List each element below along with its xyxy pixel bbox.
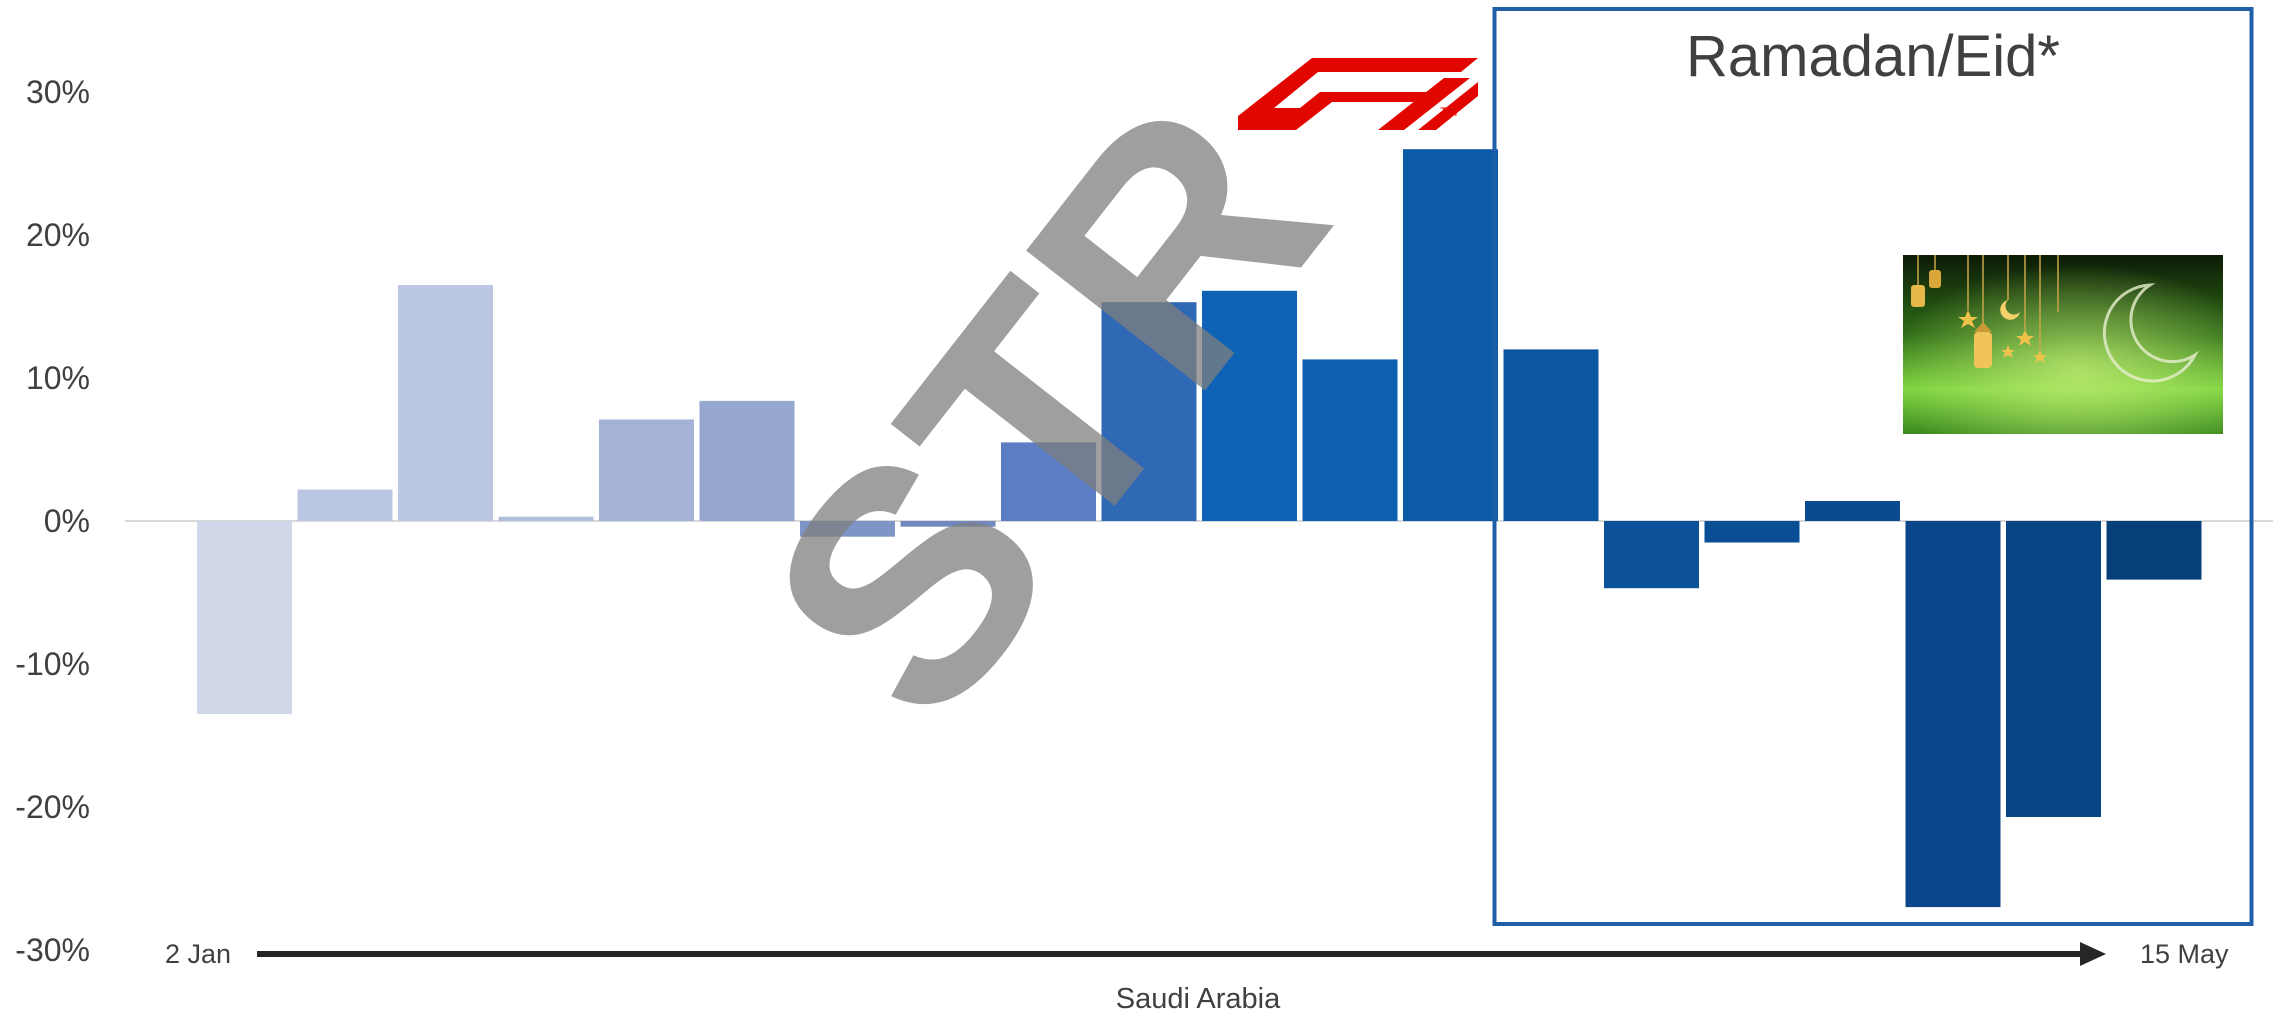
y-axis-ticks: 30% 20% 10% 0% -10% -20% -30% (15, 74, 90, 968)
bar (699, 400, 795, 521)
bar-series (197, 149, 2202, 908)
svg-text:TM: TM (1440, 105, 1457, 119)
bar (1202, 290, 1297, 521)
bar (800, 521, 895, 537)
ramadan-lantern-image (1903, 255, 2223, 434)
bar (1001, 442, 1096, 521)
bar (1805, 501, 1900, 521)
time-arrow (257, 942, 2106, 966)
bar (599, 419, 694, 521)
y-tick-label: -10% (15, 646, 90, 682)
bar (197, 521, 292, 714)
bar (1604, 521, 1699, 589)
bar (900, 521, 996, 527)
bar (1101, 302, 1197, 521)
y-tick-label: -20% (15, 789, 90, 825)
bar (398, 285, 493, 521)
bar (2106, 521, 2202, 580)
bar (1704, 521, 1800, 543)
y-tick-label: -30% (15, 932, 90, 968)
bar (2006, 521, 2101, 817)
bar (1905, 521, 2001, 908)
bar (1503, 349, 1599, 521)
y-tick-label: 10% (26, 360, 90, 396)
bar (498, 516, 594, 521)
x-axis-label: Saudi Arabia (1116, 983, 1281, 1015)
y-tick-label: 0% (44, 503, 90, 539)
bar (1302, 359, 1398, 521)
bar (1403, 149, 1498, 521)
bar (297, 489, 393, 521)
y-tick-label: 30% (26, 74, 90, 110)
axis-end-label: 15 May (2140, 939, 2229, 969)
axis-start-label: 2 Jan (165, 939, 231, 969)
ramadan-eid-label: Ramadan/Eid* (1686, 24, 2060, 89)
f1-logo: TM (1238, 58, 1478, 130)
y-tick-label: 20% (26, 217, 90, 253)
ramadan-eid-highlight-box (1492, 7, 2254, 926)
